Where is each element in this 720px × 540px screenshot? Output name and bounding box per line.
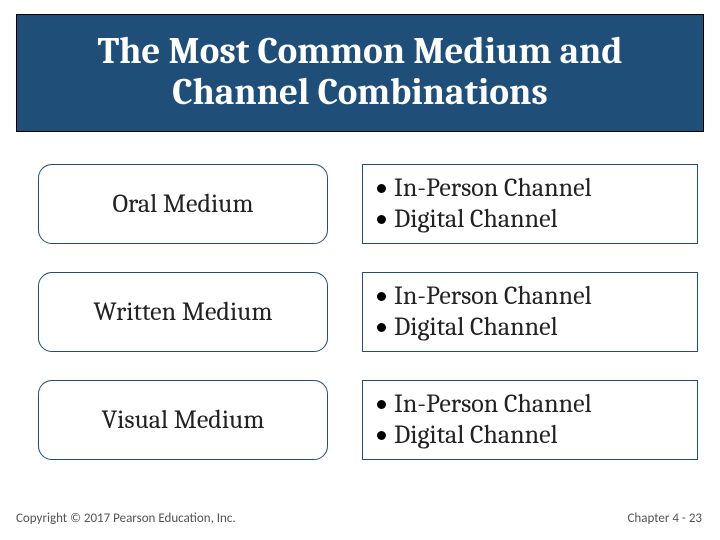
channel-line: Digital Channel <box>377 312 697 343</box>
channel-text: Digital Channel <box>394 312 558 343</box>
bullet-icon <box>377 323 386 332</box>
channel-line: In-Person Channel <box>377 389 697 420</box>
row-oral: Oral Medium In-Person Channel Digital Ch… <box>38 164 698 244</box>
channel-line: In-Person Channel <box>377 173 697 204</box>
slide: The Most Common Medium and Channel Combi… <box>0 0 720 540</box>
channel-text: In-Person Channel <box>394 281 592 312</box>
bullet-icon <box>377 215 386 224</box>
medium-box-visual: Visual Medium <box>38 380 328 460</box>
channel-box-visual: In-Person Channel Digital Channel <box>362 380 698 460</box>
channel-text: Digital Channel <box>394 204 558 235</box>
medium-label: Visual Medium <box>102 405 265 435</box>
slide-title: The Most Common Medium and Channel Combi… <box>27 32 693 113</box>
channel-line: Digital Channel <box>377 420 697 451</box>
footer-page: Chapter 4 - 23 <box>627 511 702 526</box>
medium-label: Oral Medium <box>112 189 253 219</box>
row-visual: Visual Medium In-Person Channel Digital … <box>38 380 698 460</box>
channel-text: In-Person Channel <box>394 173 592 204</box>
footer-copyright: Copyright © 2017 Pearson Education, Inc. <box>16 511 236 526</box>
bullet-icon <box>377 184 386 193</box>
bullet-icon <box>377 292 386 301</box>
medium-label: Written Medium <box>94 297 273 327</box>
channel-box-oral: In-Person Channel Digital Channel <box>362 164 698 244</box>
channel-text: Digital Channel <box>394 420 558 451</box>
row-written: Written Medium In-Person Channel Digital… <box>38 272 698 352</box>
bullet-icon <box>377 431 386 440</box>
channel-line: In-Person Channel <box>377 281 697 312</box>
medium-box-written: Written Medium <box>38 272 328 352</box>
channel-text: In-Person Channel <box>394 389 592 420</box>
title-bar: The Most Common Medium and Channel Combi… <box>16 14 704 132</box>
channel-box-written: In-Person Channel Digital Channel <box>362 272 698 352</box>
bullet-icon <box>377 400 386 409</box>
medium-box-oral: Oral Medium <box>38 164 328 244</box>
channel-line: Digital Channel <box>377 204 697 235</box>
